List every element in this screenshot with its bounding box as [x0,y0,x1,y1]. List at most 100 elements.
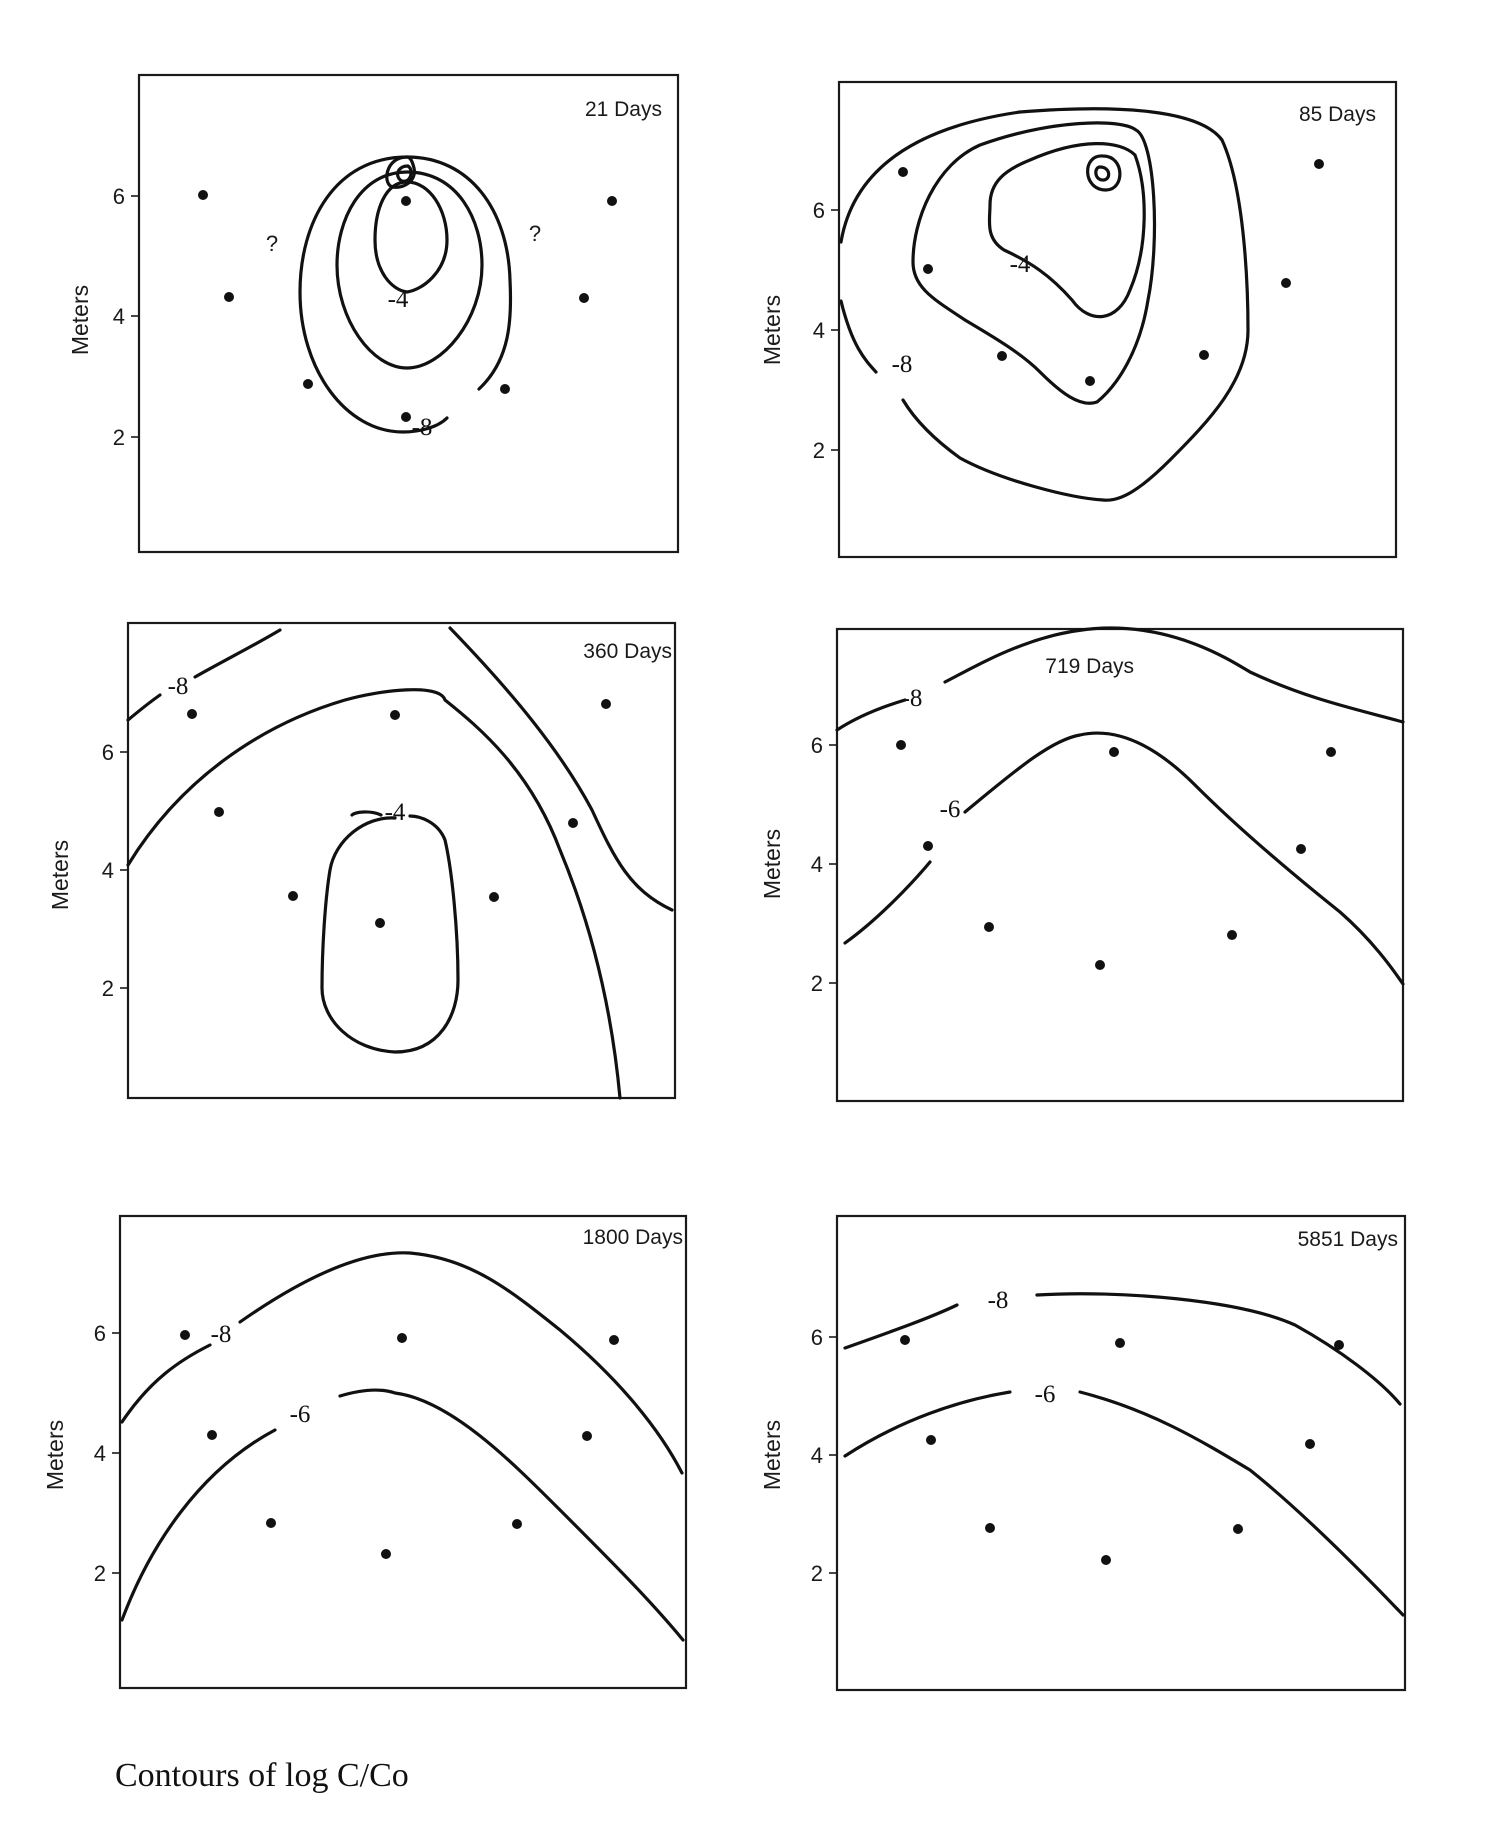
y-tick-label: 2 [94,1561,106,1586]
contour-line [335,170,484,370]
contour-panel: 2 4 6 Meters 21 Days -4 -8?? [67,73,680,554]
panel-frame [837,80,1398,559]
observation-well [1296,844,1306,854]
contour-line [835,626,1405,732]
observation-well [609,1335,619,1345]
panel-frame [118,1214,688,1690]
y-tick-label: 6 [811,1325,823,1350]
observation-well [266,1518,276,1528]
observation-well [224,292,234,302]
y-tick-label: 2 [813,438,825,463]
contour-line [839,107,1250,502]
panel-title: 21 Days [585,98,662,121]
contour-line [911,121,1157,405]
observation-well [1233,1524,1243,1534]
contour-line [987,142,1146,319]
observation-well [401,196,411,206]
y-tick-label: 6 [102,740,114,765]
contour-label: -4 [1010,251,1031,278]
observation-well [1305,1439,1315,1449]
observation-well [198,190,208,200]
observation-well [923,264,933,274]
observation-well [390,710,400,720]
contour-label: -8 [892,351,913,378]
panel-title: 5851 Days [1298,1228,1398,1251]
observation-well [1199,350,1209,360]
observation-well [180,1330,190,1340]
contour-panel: 2 4 6 Meters 5851 Days -8 -6 [759,1214,1407,1692]
contour-label: -6 [290,1401,311,1428]
observation-well [187,709,197,719]
observation-well [923,841,933,851]
observation-well [568,818,578,828]
y-tick-label: 6 [94,1321,106,1346]
y-tick-label: 4 [94,1441,106,1466]
y-tick-label: 6 [813,198,825,223]
observation-well [1281,278,1291,288]
y-axis-label: Meters [67,285,93,355]
contour-line [843,1292,1402,1406]
uncertain-annotation: ? [529,221,541,246]
observation-well [900,1335,910,1345]
y-tick-label: 2 [113,425,125,450]
contour-line [373,180,449,294]
observation-well [1115,1338,1125,1348]
observation-well [579,293,589,303]
y-tick-label: 4 [813,318,825,343]
contour-line [298,155,513,434]
observation-well [601,699,611,709]
panel-title: 85 Days [1299,103,1376,126]
observation-well [984,922,994,932]
observation-well [375,918,385,928]
observation-well [207,1430,217,1440]
y-tick-label: 6 [811,733,823,758]
observation-well [214,807,224,817]
y-axis-label: Meters [42,1420,68,1490]
contour-label: -4 [388,286,409,313]
y-tick-label: 2 [102,976,114,1001]
observation-well [607,196,617,206]
observation-well [1095,960,1105,970]
contour-panel: 2 4 6 Meters 1800 Days -8 -6 [42,1214,688,1690]
observation-well [896,740,906,750]
contour-label: -8 [211,1321,232,1348]
uncertain-annotation: ? [266,231,278,256]
observation-well [1227,930,1237,940]
observation-well [397,1333,407,1343]
y-axis-label: Meters [759,829,785,899]
y-tick-label: 2 [811,1561,823,1586]
contour-line [843,1390,1405,1617]
contour-line [1094,165,1111,182]
observation-well [381,1549,391,1559]
observation-well [512,1519,522,1529]
contour-line [120,1388,685,1642]
contour-label: -6 [940,796,961,823]
y-axis-label: Meters [759,295,785,365]
y-tick-label: 4 [811,852,823,877]
panel-frame [137,73,680,554]
contour-line [126,688,622,1100]
contour-label: -8 [168,673,189,700]
observation-well [1109,747,1119,757]
contour-line [120,1251,684,1475]
y-tick-label: 4 [102,858,114,883]
panel-frame [126,621,677,1100]
observation-well [288,891,298,901]
observation-well [898,167,908,177]
observation-well [303,379,313,389]
contour-panel: 2 4 6 Meters 360 Days -8 -4 [47,621,677,1100]
panel-title: 360 Days [583,640,672,663]
observation-well [926,1435,936,1445]
contour-line [350,810,383,817]
observation-well [1085,376,1095,386]
observation-well [1326,747,1336,757]
observation-well [401,412,411,422]
observation-well [489,892,499,902]
y-axis-label: Meters [759,1420,785,1490]
contour-line [843,731,1405,986]
y-tick-label: 6 [113,184,125,209]
panel-title: 719 Days [1045,655,1134,678]
figure-caption: Contours of log C/Co [115,1757,409,1794]
panel-title: 1800 Days [583,1226,683,1249]
